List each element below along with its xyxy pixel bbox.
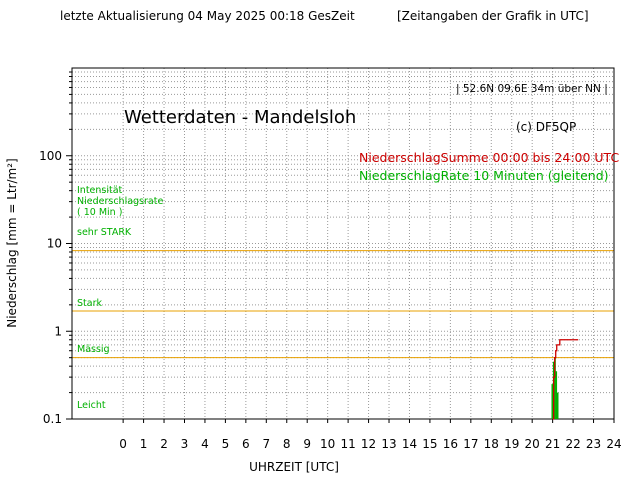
sum-line [552, 339, 579, 420]
y-tick-label: 10 [47, 237, 62, 251]
x-tick-label: 22 [565, 437, 580, 451]
intensity-light-label: Leicht [77, 400, 106, 411]
x-tick-label: 0 [119, 437, 127, 451]
x-tick-label: 17 [463, 437, 478, 451]
x-tick-label: 24 [606, 437, 621, 451]
x-tick-label: 11 [340, 437, 355, 451]
x-tick-label: 5 [222, 437, 230, 451]
x-tick-label: 3 [181, 437, 189, 451]
x-tick-label: 6 [242, 437, 250, 451]
x-tick-label: 18 [484, 437, 499, 451]
rate-bar [554, 357, 556, 419]
x-tick-label: 14 [402, 437, 417, 451]
x-tick-label: 9 [303, 437, 311, 451]
x-tick-label: 4 [201, 437, 209, 451]
x-tick-label: 8 [283, 437, 291, 451]
x-tick-label: 7 [262, 437, 270, 451]
chart-title: Wetterdaten - Mandelsloh [124, 107, 356, 128]
location-label: | 52.6N 09.6E 34m über NN | [456, 83, 608, 95]
y-axis-title: Niederschlag [mm = Ltr/m²] [5, 158, 19, 328]
intensity-header-line1: Intensität [77, 185, 123, 196]
x-tick-label: 23 [586, 437, 601, 451]
x-tick-label: 16 [443, 437, 458, 451]
x-tick-label: 10 [320, 437, 335, 451]
x-tick-label: 21 [545, 437, 560, 451]
threshold-lines [72, 250, 614, 359]
credit-label: (c) DF5QP [516, 120, 576, 134]
y-tick-label: 0.1 [43, 412, 62, 426]
intensity-header-line2: Niederschlagsrate [77, 196, 163, 207]
header-update-time: letzte Aktualisierung 04 May 2025 00:18 … [60, 9, 355, 23]
intensity-header-line3: ( 10 Min ) [77, 207, 122, 218]
intensity-very-strong-label: sehr STARK [77, 227, 132, 238]
x-tick-label: 2 [160, 437, 168, 451]
rate-bar [551, 384, 553, 419]
x-tick-label: 12 [361, 437, 376, 451]
rate-bar [557, 392, 559, 419]
y-tick-label: 1 [54, 324, 62, 338]
x-tick-label: 1 [140, 437, 148, 451]
y-tick-label: 100 [39, 149, 62, 163]
axis-ticks: 0 1 2 3 4 5 6 7 8 9 10 11 12 13 14 15 16 17 18 19 20 21 22 23 24… [39, 71, 622, 451]
intensity-moderate-label: Mässig [77, 344, 110, 355]
x-tick-label: 19 [504, 437, 519, 451]
chart-grid [72, 68, 615, 419]
x-tick-label: 13 [381, 437, 396, 451]
legend-rate-label: NiederschlagRate 10 Minuten (gleitend) [359, 168, 609, 183]
legend-sum-label: NiederschlagSumme 00:00 bis 24:00 UTC [359, 150, 619, 165]
x-tick-label: 15 [422, 437, 437, 451]
rate-bar [555, 371, 558, 419]
x-tick-label: 20 [525, 437, 540, 451]
header-utc-note: [Zeitangaben der Grafik in UTC] [397, 9, 589, 23]
intensity-strong-label: Stark [77, 298, 102, 309]
x-axis-title: UHRZEIT [UTC] [249, 460, 339, 474]
data-marks [551, 339, 579, 420]
